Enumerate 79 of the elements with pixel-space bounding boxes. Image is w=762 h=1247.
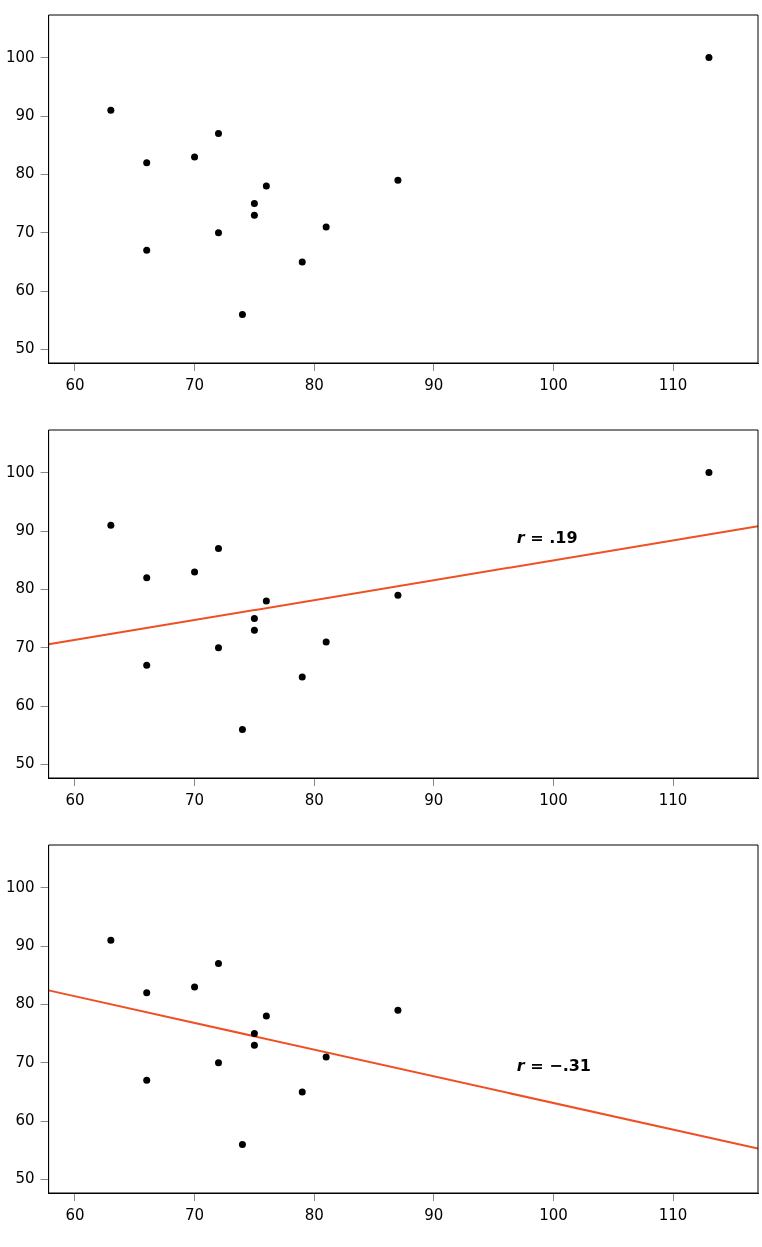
point bbox=[215, 1059, 222, 1067]
point bbox=[298, 673, 306, 681]
point bbox=[215, 545, 222, 553]
point bbox=[250, 1041, 258, 1049]
point bbox=[215, 229, 222, 237]
point bbox=[238, 726, 246, 734]
x-tick-label: 60 bbox=[65, 790, 85, 809]
point bbox=[262, 597, 270, 605]
point bbox=[191, 153, 199, 161]
x-tick-label: 80 bbox=[304, 1205, 324, 1224]
y-tick-label: 100 bbox=[5, 462, 35, 481]
point bbox=[250, 200, 258, 208]
x-tick-label: 60 bbox=[65, 375, 85, 394]
point bbox=[705, 469, 713, 477]
y-tick-label: 60 bbox=[15, 1111, 35, 1130]
y-tick-label: 60 bbox=[15, 696, 35, 715]
y-tick-label: 80 bbox=[15, 994, 35, 1013]
point bbox=[322, 638, 330, 646]
point bbox=[143, 159, 151, 167]
x-tick-label: 100 bbox=[539, 790, 568, 809]
point bbox=[250, 211, 258, 219]
point bbox=[238, 1141, 246, 1149]
y-tick-label: 100 bbox=[5, 877, 35, 896]
x-tick-label: 70 bbox=[185, 790, 205, 809]
point bbox=[262, 1012, 270, 1020]
annotation: r = .19 bbox=[516, 527, 578, 547]
point bbox=[215, 644, 222, 652]
point bbox=[191, 568, 199, 576]
point bbox=[322, 223, 330, 231]
y-tick-label: 70 bbox=[15, 222, 35, 241]
point bbox=[298, 1088, 306, 1096]
x-tick-label: 70 bbox=[185, 375, 205, 394]
x-tick-label: 80 bbox=[304, 375, 324, 394]
y-tick-label: 70 bbox=[15, 637, 35, 656]
y-tick-label: 80 bbox=[15, 579, 35, 598]
point bbox=[238, 311, 246, 319]
y-tick-label: 90 bbox=[15, 520, 35, 539]
point bbox=[322, 1053, 330, 1061]
x-tick-label: 90 bbox=[424, 1205, 444, 1224]
x-tick-label: 100 bbox=[539, 375, 568, 394]
point bbox=[250, 615, 258, 623]
point bbox=[394, 176, 402, 184]
point bbox=[143, 574, 151, 582]
annotation: r = −.31 bbox=[516, 1055, 591, 1075]
y-tick-label: 90 bbox=[15, 935, 35, 954]
point bbox=[143, 661, 151, 669]
point bbox=[250, 626, 258, 634]
y-tick-label: 80 bbox=[15, 164, 35, 183]
x-tick-label: 80 bbox=[304, 790, 324, 809]
point bbox=[215, 130, 222, 138]
y-tick-label: 90 bbox=[15, 105, 35, 124]
point bbox=[191, 983, 199, 991]
point bbox=[107, 936, 115, 944]
y-tick-label: 50 bbox=[15, 1169, 35, 1188]
x-tick-label: 60 bbox=[65, 1205, 85, 1224]
x-tick-label: 70 bbox=[185, 1205, 205, 1224]
y-tick-label: 50 bbox=[15, 754, 35, 773]
point bbox=[143, 246, 151, 254]
point bbox=[143, 1076, 151, 1084]
point bbox=[262, 182, 270, 190]
point bbox=[215, 960, 222, 968]
point bbox=[107, 521, 115, 529]
y-tick-label: 70 bbox=[15, 1052, 35, 1071]
x-tick-label: 90 bbox=[424, 375, 444, 394]
x-tick-label: 110 bbox=[658, 790, 688, 809]
point bbox=[143, 989, 151, 997]
y-tick-label: 60 bbox=[15, 281, 35, 300]
point bbox=[107, 106, 115, 114]
point bbox=[705, 54, 713, 62]
point bbox=[394, 1006, 402, 1014]
point bbox=[394, 591, 402, 599]
point bbox=[250, 1030, 258, 1038]
x-tick-label: 90 bbox=[424, 790, 444, 809]
x-tick-label: 110 bbox=[658, 375, 688, 394]
y-tick-label: 50 bbox=[15, 339, 35, 358]
y-tick-label: 100 bbox=[5, 47, 35, 66]
x-tick-label: 110 bbox=[658, 1205, 688, 1224]
x-tick-label: 100 bbox=[539, 1205, 568, 1224]
point bbox=[298, 258, 306, 266]
